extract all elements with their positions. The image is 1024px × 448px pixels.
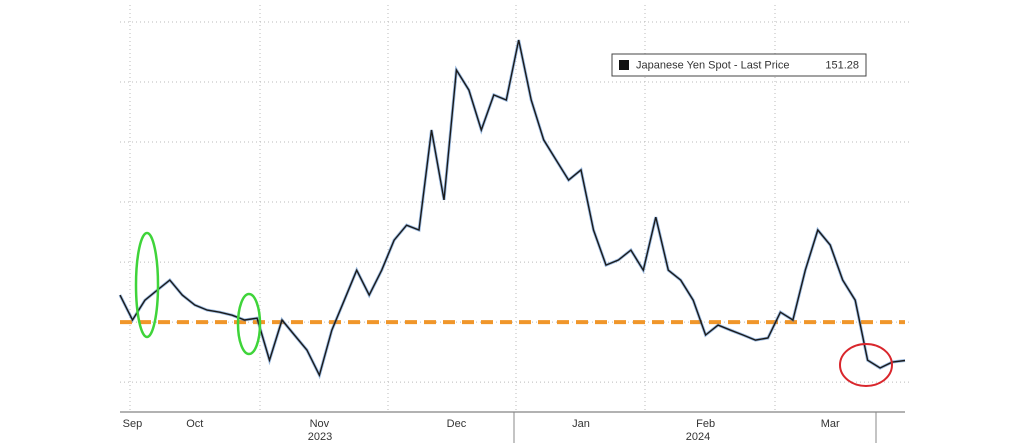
plot xyxy=(118,21,910,383)
legend: Japanese Yen Spot - Last Price 151.28 xyxy=(611,53,867,77)
x-tick-label: Feb xyxy=(696,418,715,430)
x-tick-label: Dec xyxy=(447,418,467,430)
series-line xyxy=(119,39,906,378)
legend-swatch xyxy=(619,60,629,70)
highlight-ellipse xyxy=(134,231,160,339)
legend-box xyxy=(611,53,867,77)
x-tick-label: Sep xyxy=(123,418,143,430)
highlight-ellipse xyxy=(839,343,893,387)
x-tick-label: Jan xyxy=(572,418,590,430)
x-tick-label: Oct xyxy=(186,418,203,430)
year-label: 2023 xyxy=(308,431,332,443)
highlight-ellipse xyxy=(236,292,262,356)
year-label: 2024 xyxy=(686,431,710,443)
x-tick-label: Mar xyxy=(821,418,840,430)
legend-last-price: 151.28 xyxy=(825,59,859,71)
x-tick-label: Nov xyxy=(310,418,330,430)
legend-label: Japanese Yen Spot - Last Price xyxy=(636,59,790,71)
